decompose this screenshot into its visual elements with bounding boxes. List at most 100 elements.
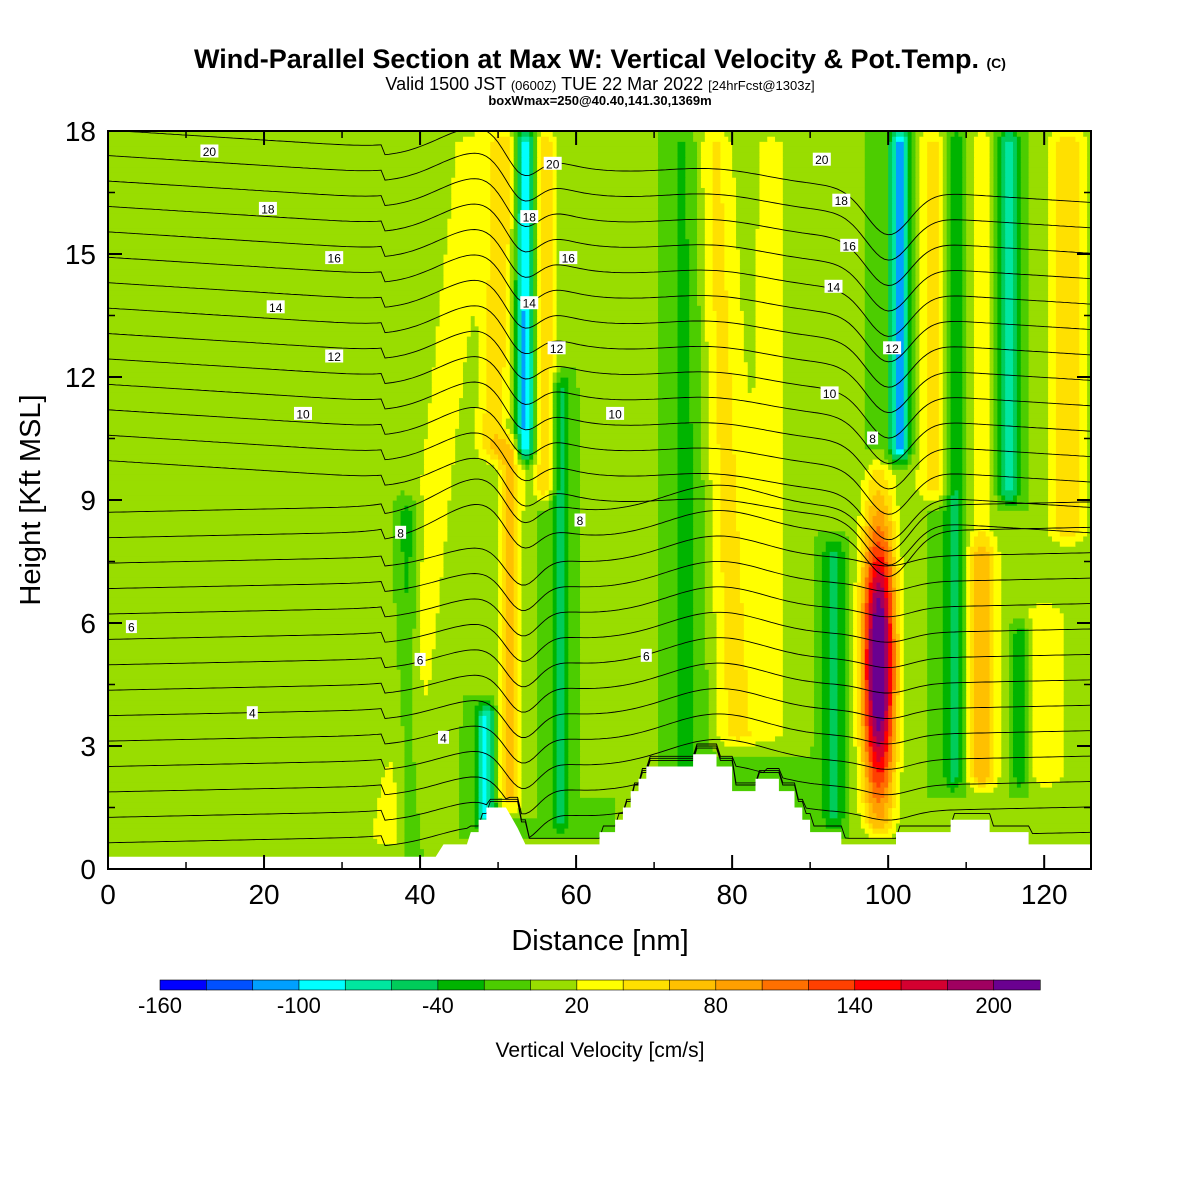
velocity-cell [501, 546, 507, 552]
velocity-cell [533, 479, 538, 486]
velocity-cell [505, 469, 515, 475]
velocity-cell [712, 561, 722, 568]
velocity-cell [1001, 566, 1091, 573]
velocity-cell [381, 781, 398, 788]
velocity-cell [568, 438, 581, 445]
velocity-cell [1005, 387, 1014, 393]
velocity-cell [580, 751, 659, 757]
velocity-cell [938, 484, 944, 491]
velocity-cell [903, 561, 928, 568]
velocity-cell [568, 387, 581, 393]
velocity-cell [903, 602, 928, 609]
velocity-cell [552, 699, 558, 706]
velocity-cell [927, 387, 940, 393]
velocity-cell [942, 648, 952, 655]
velocity-cell [560, 387, 565, 393]
velocity-cell [962, 648, 967, 655]
velocity-cell [494, 751, 499, 757]
velocity-cell [892, 582, 897, 588]
velocity-cell [989, 551, 995, 557]
velocity-cell [459, 781, 476, 788]
velocity-cell [704, 648, 718, 655]
velocity-cell [993, 530, 1049, 537]
velocity-cell [907, 443, 913, 450]
velocity-cell [533, 418, 538, 424]
velocity-cell [966, 571, 971, 578]
velocity-cell [950, 382, 963, 388]
velocity-cell [782, 510, 862, 516]
velocity-cell [724, 623, 745, 629]
velocity-cell [821, 592, 831, 598]
velocity-cell [927, 582, 944, 588]
velocity-cell [459, 771, 476, 778]
velocity-cell [564, 520, 569, 527]
velocity-cell [1087, 520, 1091, 527]
velocity-cell [513, 535, 519, 542]
velocity-cell [552, 792, 558, 798]
velocity-cell [568, 407, 581, 414]
velocity-cell [1048, 433, 1057, 440]
velocity-cell [427, 428, 456, 434]
velocity-cell [513, 684, 519, 691]
velocity-cell [837, 551, 846, 557]
velocity-cell [829, 735, 839, 742]
velocity-cell [396, 797, 406, 803]
velocity-cell [927, 510, 944, 516]
velocity-cell [1001, 648, 1010, 655]
velocity-cell [1001, 464, 1006, 470]
velocity-cell [1012, 648, 1026, 655]
velocity-cell [782, 484, 862, 491]
velocity-cell [700, 433, 710, 440]
velocity-cell [556, 638, 565, 645]
velocity-cell [837, 561, 846, 568]
velocity-cell [658, 479, 679, 486]
velocity-cell [1028, 479, 1049, 486]
velocity-cell [973, 561, 991, 568]
velocity-cell [498, 802, 503, 809]
velocity-cell [814, 710, 823, 716]
velocity-cell [505, 628, 515, 634]
velocity-cell [845, 715, 850, 721]
velocity-cell [845, 530, 858, 537]
velocity-cell [872, 582, 878, 588]
velocity-cell [888, 505, 893, 511]
velocity-cell [568, 556, 581, 563]
velocity-cell [973, 438, 991, 445]
velocity-cell [108, 817, 374, 824]
velocity-cell [860, 638, 866, 645]
velocity-cell [973, 551, 991, 557]
velocity-cell [704, 607, 714, 614]
velocity-cell [552, 412, 558, 419]
velocity-cell [540, 382, 550, 388]
velocity-cell [556, 541, 565, 547]
velocity-cell [580, 771, 659, 778]
velocity-cell [704, 617, 718, 624]
velocity-cell [845, 746, 850, 752]
velocity-cell [829, 648, 839, 655]
velocity-cell [564, 453, 569, 460]
velocity-cell [895, 402, 905, 409]
velocity-cell [521, 428, 530, 434]
velocity-cell [1012, 725, 1026, 732]
velocity-cell [494, 792, 499, 798]
velocity-cell [505, 515, 515, 522]
velocity-cell [864, 546, 870, 552]
velocity-cell [693, 705, 710, 711]
velocity-cell [1020, 397, 1030, 404]
velocity-cell [728, 699, 749, 706]
velocity-cell [821, 771, 831, 778]
velocity-cell [552, 740, 558, 747]
velocity-cell [864, 828, 874, 834]
velocity-cell [782, 674, 815, 680]
velocity-cell [829, 664, 839, 670]
velocity-cell [927, 761, 944, 768]
velocity-cell [498, 494, 503, 501]
velocity-cell [693, 730, 710, 737]
velocity-cell [958, 664, 963, 670]
velocity-cell [892, 684, 897, 691]
velocity-cell [708, 705, 718, 711]
velocity-cell [973, 720, 991, 727]
velocity-cell [716, 699, 729, 706]
velocity-cell [439, 592, 499, 598]
velocity-cell [884, 730, 889, 737]
